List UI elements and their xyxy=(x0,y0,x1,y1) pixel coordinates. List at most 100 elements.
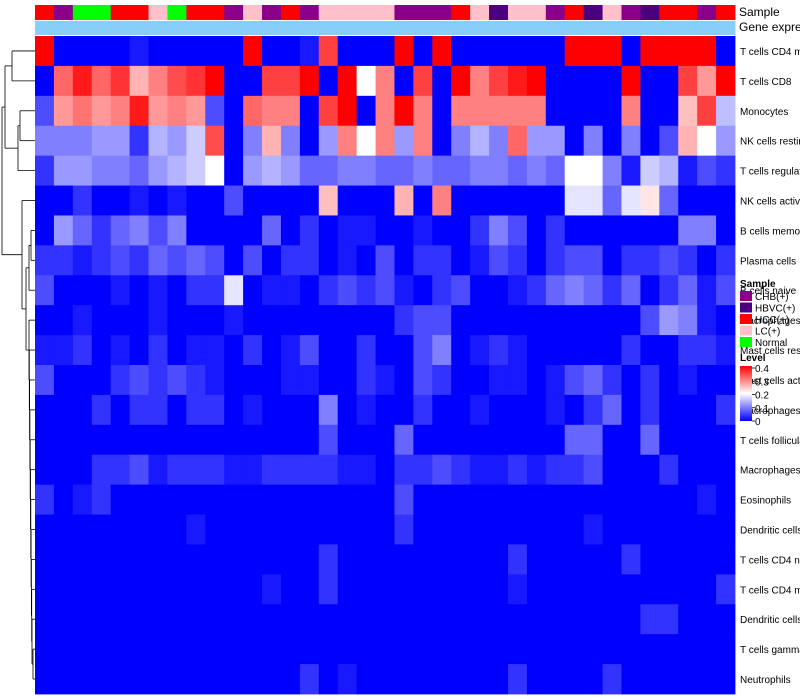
heatmap-cell xyxy=(659,95,679,127)
heatmap-cell xyxy=(337,95,358,127)
heatmap-cell xyxy=(318,305,339,336)
heatmap-cell xyxy=(205,514,225,545)
heatmap-cell xyxy=(413,574,433,605)
heatmap-cell xyxy=(451,664,471,695)
heatmap-cell xyxy=(583,65,603,97)
heatmap-cell xyxy=(337,335,358,366)
heatmap-cell xyxy=(678,275,698,306)
heatmap-cell xyxy=(53,335,74,366)
heatmap-cell xyxy=(413,664,433,695)
heatmap-cell xyxy=(167,514,187,545)
heatmap-cell xyxy=(716,95,736,127)
heatmap-cell xyxy=(224,95,244,127)
heatmap-cell xyxy=(224,36,244,67)
heatmap-cell xyxy=(507,365,528,396)
heatmap-cell xyxy=(602,544,622,575)
heatmap-cell xyxy=(110,36,130,67)
heatmap-cell xyxy=(356,634,376,665)
heatmap-cell xyxy=(129,245,149,276)
heatmap-cell xyxy=(148,574,168,605)
heatmap-cell xyxy=(564,335,585,366)
heatmap-cell xyxy=(678,664,698,695)
heatmap-cell xyxy=(564,155,585,186)
heatmap-cell xyxy=(243,36,263,67)
heatmap-cell xyxy=(375,305,395,336)
sample-annotation-cell xyxy=(186,5,206,20)
heatmap-cell xyxy=(356,245,376,276)
heatmap-cell xyxy=(53,125,74,157)
heatmap-cell xyxy=(129,275,149,306)
heatmap-cell xyxy=(507,544,528,575)
heatmap-cell xyxy=(583,454,603,486)
heatmap-cell xyxy=(262,365,282,396)
heatmap-cell xyxy=(53,634,74,665)
expression-level-cell xyxy=(110,21,130,35)
heatmap-cell xyxy=(659,634,679,665)
heatmap-cell xyxy=(299,245,320,276)
heatmap-cell xyxy=(167,65,187,97)
heatmap-cell xyxy=(564,125,585,157)
heatmap-cell xyxy=(470,335,490,366)
heatmap-cell xyxy=(545,185,566,216)
heatmap-cell xyxy=(697,215,717,246)
heatmap-cell xyxy=(224,125,244,157)
heatmap-cell xyxy=(318,125,339,157)
heatmap-cell xyxy=(356,394,376,426)
heatmap-cell xyxy=(299,484,320,515)
heatmap-cell xyxy=(318,36,339,67)
heatmap-cell xyxy=(659,574,679,605)
heatmap-cell xyxy=(337,514,358,545)
heatmap-cell xyxy=(280,514,301,545)
heatmap-cell xyxy=(224,394,244,426)
heatmap-cell xyxy=(375,65,395,97)
heatmap-cell xyxy=(72,454,93,486)
heatmap-cell xyxy=(318,65,339,97)
heatmap-cell xyxy=(318,185,339,216)
heatmap-cell xyxy=(489,394,509,426)
heatmap-cell xyxy=(375,574,395,605)
heatmap-cell xyxy=(716,574,736,605)
heatmap-cell xyxy=(53,365,74,396)
heatmap-cell xyxy=(564,574,585,605)
heatmap-cell xyxy=(621,95,641,127)
expression-level-cell xyxy=(243,21,263,35)
heatmap-cell xyxy=(72,95,93,127)
heatmap-cell xyxy=(716,335,736,366)
heatmap-cell xyxy=(35,394,55,426)
heatmap-cell xyxy=(583,394,603,426)
heatmap-cell xyxy=(394,305,414,336)
heatmap-cell xyxy=(621,514,641,545)
expression-level-cell xyxy=(394,21,414,35)
heatmap-cell xyxy=(545,365,566,396)
row-label: Plasma cells xyxy=(740,256,796,267)
heatmap-cell xyxy=(489,245,509,276)
heatmap-cell xyxy=(53,394,74,426)
heatmap-cell xyxy=(280,574,301,605)
heatmap-cell xyxy=(697,36,717,67)
heatmap-cell xyxy=(262,95,282,127)
heatmap-cell xyxy=(53,305,74,336)
heatmap-cell xyxy=(35,574,55,605)
heatmap-cell xyxy=(186,604,206,635)
heatmap-cell xyxy=(697,544,717,575)
heatmap-cell xyxy=(91,454,112,486)
heatmap-cell xyxy=(337,36,358,67)
heatmap-cell xyxy=(621,424,641,456)
heatmap-cell xyxy=(432,544,452,575)
heatmap-cell xyxy=(262,185,282,216)
heatmap-cell xyxy=(53,574,74,605)
heatmap-cell xyxy=(262,454,282,486)
heatmap-cell xyxy=(507,36,528,67)
heatmap-cell xyxy=(91,394,112,426)
heatmap-cell xyxy=(186,394,206,426)
heatmap-cell xyxy=(299,95,320,127)
expression-level-cell xyxy=(167,21,187,35)
row-label: Dendritic cells activated xyxy=(740,615,800,626)
heatmap-cell xyxy=(205,574,225,605)
heatmap-cell xyxy=(129,544,149,575)
heatmap-cell xyxy=(640,574,660,605)
heatmap-cell xyxy=(394,125,414,157)
heatmap-cell xyxy=(489,424,509,456)
heatmap-cell xyxy=(167,155,187,186)
heatmap-cell xyxy=(640,604,660,635)
